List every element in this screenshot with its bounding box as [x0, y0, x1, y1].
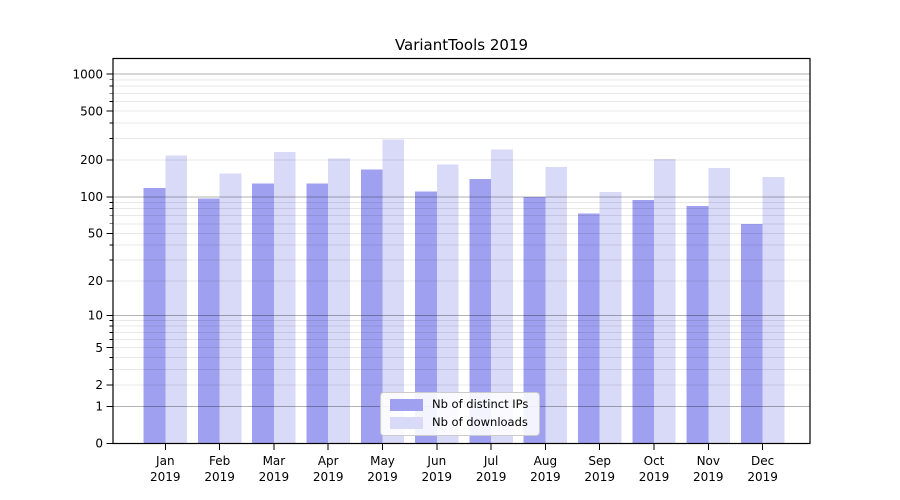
- legend-swatch-downloads: [390, 417, 423, 429]
- bar-downloads-nov: [708, 168, 730, 444]
- x-tick-label-year-apr: 2019: [313, 470, 344, 484]
- bar-distinct-ips-aug: [523, 196, 546, 444]
- y-tick-label-5: 5: [95, 341, 103, 355]
- bar-distinct-ips-jan: [143, 188, 166, 444]
- bar-distinct-ips-jul: [469, 178, 492, 444]
- bar-distinct-ips-nov: [686, 206, 709, 444]
- y-tick-label-200: 200: [80, 153, 103, 167]
- legend-item-downloads: Nb of downloads: [390, 417, 528, 429]
- bar-downloads-apr: [328, 158, 350, 444]
- bars-layer: [143, 139, 785, 444]
- y-tick-label-10: 10: [88, 309, 103, 323]
- x-tick-label-year-feb: 2019: [204, 470, 235, 484]
- gridlines-layer: [113, 73, 810, 407]
- legend-item-distinct-ips: Nb of distinct IPs: [390, 399, 528, 411]
- x-tick-label-year-mar: 2019: [259, 470, 290, 484]
- bar-distinct-ips-apr: [306, 183, 329, 444]
- x-tick-label-month-apr: Apr: [318, 454, 339, 468]
- x-tick-label-month-aug: Aug: [534, 454, 557, 468]
- y-tick-label-100: 100: [80, 190, 103, 204]
- legend-swatch-distinct-ips: [390, 399, 423, 411]
- x-tick-label-month-dec: Dec: [751, 454, 774, 468]
- y-axis: 0 1 2 5 10 20 50 100 200 500 1000: [72, 67, 113, 451]
- x-tick-label-month-jul: Jul: [483, 454, 498, 468]
- bar-downloads-feb: [219, 173, 242, 444]
- bar-distinct-ips-mar: [252, 183, 274, 444]
- bar-downloads-may: [382, 139, 405, 444]
- x-tick-label-month-sep: Sep: [588, 454, 611, 468]
- x-axis: Jan 2019 Feb 2019 Mar 2019 Apr 2019 May 2019 Jun 20…: [150, 443, 778, 484]
- x-tick-label-year-nov: 2019: [693, 470, 724, 484]
- y-tick-label-1000: 1000: [72, 67, 103, 81]
- x-tick-label-month-jun: Jun: [426, 454, 446, 468]
- y-tick-label-2: 2: [95, 378, 103, 392]
- plot-border: [112, 57, 811, 445]
- x-tick-label-month-jan: Jan: [155, 454, 175, 468]
- bar-downloads-oct: [654, 159, 676, 444]
- x-tick-label-year-aug: 2019: [530, 470, 561, 484]
- y-tick-label-0: 0: [95, 437, 103, 451]
- x-tick-label-year-dec: 2019: [747, 470, 778, 484]
- bar-distinct-ips-oct: [632, 200, 654, 444]
- chart-title: VariantTools 2019: [395, 36, 528, 54]
- x-tick-label-year-oct: 2019: [639, 470, 670, 484]
- bar-distinct-ips-may: [360, 169, 383, 444]
- y-tick-label-50: 50: [88, 227, 103, 241]
- x-tick-label-month-oct: Oct: [644, 454, 665, 468]
- x-tick-label-month-feb: Feb: [209, 454, 230, 468]
- bar-distinct-ips-jun: [415, 191, 437, 444]
- bar-distinct-ips-dec: [740, 223, 763, 444]
- x-tick-label-year-jan: 2019: [150, 470, 181, 484]
- bar-downloads-jun: [436, 164, 459, 444]
- bar-downloads-aug: [545, 166, 568, 444]
- bar-downloads-dec: [762, 176, 785, 444]
- y-tick-label-20: 20: [88, 274, 103, 288]
- bar-distinct-ips-feb: [197, 198, 220, 444]
- x-tick-label-month-may: May: [370, 454, 395, 468]
- x-tick-label-year-sep: 2019: [584, 470, 615, 484]
- legend-label-distinct-ips: Nb of distinct IPs: [432, 397, 529, 412]
- x-tick-label-month-nov: Nov: [697, 454, 720, 468]
- bar-downloads-jan: [165, 155, 187, 444]
- bar-downloads-mar: [273, 152, 296, 444]
- x-tick-label-year-jun: 2019: [422, 470, 453, 484]
- legend: Nb of distinct IPs Nb of downloads: [380, 392, 541, 436]
- x-tick-label-month-mar: Mar: [263, 454, 286, 468]
- legend-label-downloads: Nb of downloads: [432, 415, 528, 430]
- bar-downloads-sep: [599, 191, 622, 444]
- bar-distinct-ips-sep: [578, 213, 600, 444]
- x-tick-label-year-may: 2019: [367, 470, 398, 484]
- x-tick-label-year-jul: 2019: [476, 470, 507, 484]
- y-tick-label-1: 1: [95, 400, 103, 414]
- bar-downloads-jul: [491, 149, 513, 444]
- y-tick-label-500: 500: [80, 104, 103, 118]
